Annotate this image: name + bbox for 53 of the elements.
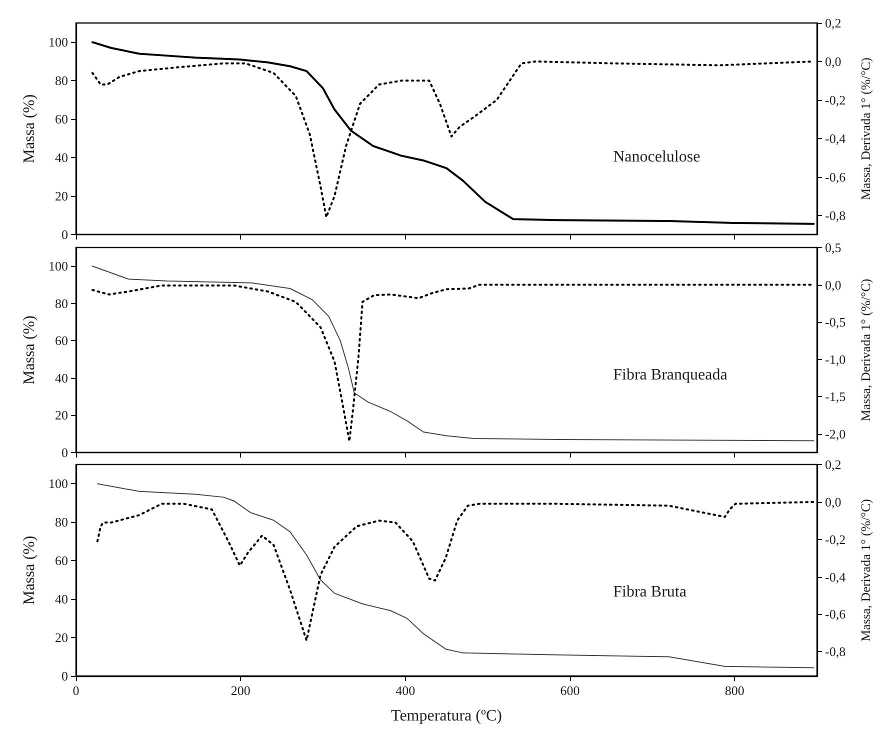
y2-tick-label: -1,0 [825,351,846,366]
y2-axis-title: Massa, Derivada 1° (%/°C) [858,278,873,421]
y2-tick-label: -0,4 [825,130,846,146]
y-tick-label: 80 [55,514,68,530]
y2-tick-label: 0,0 [825,494,842,510]
line-series [96,484,814,669]
y-tick-label: 100 [48,34,68,50]
y-tick-label: 40 [55,370,68,386]
y2-tick-label: -0,6 [825,607,846,622]
y-tick-label: 20 [55,188,68,204]
y-axis-title: Massa (%) [21,315,38,384]
y-tick-label: 80 [55,73,68,88]
y-tick-label: 0 [62,227,68,242]
y2-tick-label: 0,2 [825,16,842,30]
annotation: Fibra Bruta [613,584,686,602]
y2-tick-label: -0,2 [825,532,846,548]
y-tick-label: 20 [55,407,68,422]
x-tick-label: 0 [72,683,80,698]
y2-tick-label: -1,5 [825,388,846,404]
x-axis-title: Temperatura (ºC) [391,708,502,725]
y-tick-label: 40 [55,150,68,166]
y2-tick-label: 0,2 [825,457,842,472]
y2-tick-label: 0,5 [825,240,842,255]
y-tick-label: 20 [55,630,68,646]
y2-tick-label: -0,6 [825,169,846,184]
y-tick-label: 0 [62,668,68,684]
annotation: Fibra Branqueada [613,366,728,384]
y2-tick-label: -0,5 [825,314,846,330]
y-tick-label: 100 [48,258,68,274]
y2-tick-label: -2,0 [825,426,846,442]
y2-tick-label: 0,0 [825,54,842,69]
y-tick-label: 80 [55,296,68,311]
y-tick-label: 60 [55,553,68,568]
y2-tick-label: -0,8 [825,644,846,660]
x-tick-label: 600 [560,683,580,698]
y2-tick-label: -0,8 [825,208,846,223]
y-tick-label: 100 [48,476,68,492]
x-tick-label: 400 [396,683,416,698]
line-series [96,501,815,642]
y-tick-label: 60 [55,112,68,127]
x-tick-label: 800 [724,683,744,698]
y2-axis-title: Massa, Derivada 1° (%/°C) [858,57,873,200]
y2-tick-label: -0,4 [825,570,846,585]
y-tick-label: 40 [55,592,68,607]
y-axis-title: Massa (%) [21,536,38,605]
y2-tick-label: 0,0 [825,276,842,292]
y2-axis-title: Massa, Derivada 1° (%/°C) [858,499,873,642]
y2-tick-label: -0,2 [825,92,846,108]
y-tick-label: 0 [62,444,68,460]
x-tick-label: 200 [230,683,250,698]
y-axis-title: Massa (%) [21,94,38,164]
y-tick-label: 60 [55,332,68,348]
annotation: Nanocelulose [613,148,700,166]
